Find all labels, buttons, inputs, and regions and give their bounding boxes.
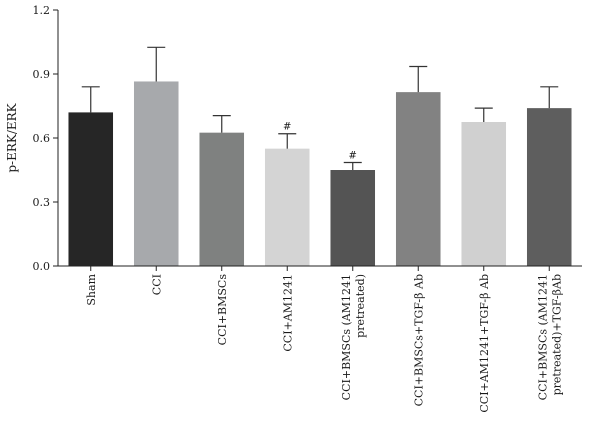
significance-mark: # (283, 122, 291, 133)
bar (526, 108, 572, 266)
x-tick-label: Sham (85, 273, 98, 305)
bar (461, 122, 507, 266)
x-tick-label: CCI+AM1241 (281, 274, 294, 352)
x-tick-label: CCI+BMSCs (AM1241 (340, 274, 353, 400)
y-tick-label: 1.2 (33, 4, 51, 17)
bar (199, 132, 245, 266)
bar (395, 92, 441, 266)
x-tick-label: CCI+BMSCs (216, 274, 229, 346)
x-tick-label: CCI+BMSCs+TGF-β Ab (412, 274, 425, 406)
x-tick-label: CCI+AM1241+TGF-β Ab (478, 274, 491, 413)
y-axis-title: p-ERK/ERK (5, 102, 19, 172)
y-tick-label: 0.6 (33, 132, 51, 145)
bar (330, 170, 376, 266)
x-tick-label: pretreated) (354, 274, 367, 338)
y-tick-label: 0.3 (33, 196, 51, 209)
bar (133, 81, 179, 266)
x-tick-label: CCI+BMSCs (AM1241 (536, 274, 549, 400)
bar (68, 112, 114, 267)
y-tick-label: 0.9 (33, 68, 51, 81)
x-tick-label: CCI (150, 274, 163, 295)
significance-mark: # (349, 151, 357, 162)
bar (264, 148, 310, 266)
y-tick-label: 0.0 (33, 260, 51, 273)
x-tick-label: pretreated)+TGF-βAb (550, 274, 563, 395)
